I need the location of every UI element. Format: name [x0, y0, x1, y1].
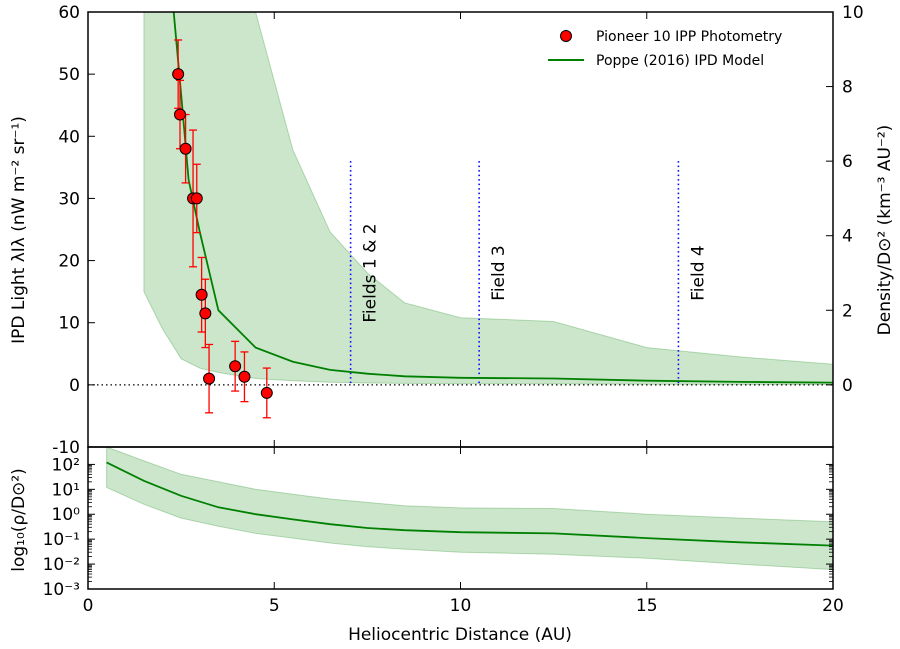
field-marker-label-1: Fields 1 & 2: [361, 223, 381, 322]
y-tick-label-left-0: -10: [52, 438, 80, 458]
x-tick-label-0: 0: [83, 596, 94, 616]
axis-ticks: 0 5 10 15 20 -10 0 10 20 30 40 50 60 0 2 4 6 8 10 10⁻³ 10⁻² 1…: [43, 3, 864, 616]
data-point-1: [172, 68, 185, 81]
y-tick-label-left-1: 0: [69, 376, 80, 396]
y-tick-label-left-3: 20: [58, 252, 80, 272]
y-tick-label-left-2: 10: [58, 314, 80, 334]
y-tick-label-right-2: 4: [842, 227, 853, 247]
data-point-5: [190, 192, 203, 205]
legend-label-photometry: Pioneer 10 IPP Photometry: [596, 29, 782, 45]
photometry-points: [172, 39, 273, 419]
y-axis-label-left: IPD Light λIλ (nW m⁻² sr⁻¹): [9, 116, 29, 344]
y-tick-label-bottom-2: 10⁻¹: [43, 530, 80, 550]
field-marker-label-2: Field 3: [489, 245, 509, 300]
y-axis-label-bottom: log₁₀(ρ/D⊙²): [9, 468, 29, 571]
y-tick-label-left-6: 50: [58, 65, 80, 85]
y-tick-label-bottom-3: 10⁰: [52, 505, 81, 525]
y-axis-label-right: Density/D⊙² (km⁻³ AU⁻²): [875, 125, 895, 336]
log-line-path: [106, 461, 833, 547]
data-point-10: [238, 370, 251, 383]
y-tick-label-right-5: 10: [842, 3, 864, 23]
x-axis-label: Heliocentric Distance (AU): [348, 625, 572, 645]
data-point-8: [203, 372, 216, 385]
field-markers: Fields 1 & 2 Field 3 Field 4: [349, 161, 708, 385]
x-tick-label-1: 5: [269, 596, 280, 616]
log-band-area: [106, 447, 833, 571]
y-tick-label-right-4: 8: [842, 78, 853, 98]
y-tick-label-left-7: 60: [58, 3, 80, 23]
data-point-11: [260, 386, 273, 399]
log-density-band: [106, 447, 833, 571]
field-marker-label-3: Field 4: [688, 245, 708, 300]
y-tick-label-bottom-4: 10¹: [52, 480, 80, 500]
model-band-area: [143, 12, 833, 386]
y-tick-label-right-1: 2: [842, 301, 853, 321]
data-point-9: [229, 360, 242, 373]
y-tick-label-bottom-0: 10⁻³: [43, 580, 80, 600]
y-tick-label-bottom-5: 10²: [52, 455, 80, 475]
model-uncertainty-band: [143, 12, 833, 386]
y-tick-label-right-0: 0: [842, 376, 853, 396]
y-tick-label-left-5: 40: [58, 127, 80, 147]
x-tick-label-4: 20: [822, 596, 844, 616]
log-density-line: [106, 461, 833, 547]
y-tick-label-bottom-1: 10⁻²: [43, 555, 80, 575]
x-tick-label-3: 15: [636, 596, 658, 616]
legend: Pioneer 10 IPP Photometry Poppe (2016) I…: [548, 29, 782, 69]
y-tick-label-right-3: 6: [842, 152, 853, 172]
data-point-6: [195, 288, 208, 301]
data-point-2: [174, 108, 187, 121]
legend-label-model: Poppe (2016) IPD Model: [596, 53, 764, 69]
y-tick-label-left-4: 30: [58, 189, 80, 209]
data-point-7: [199, 307, 212, 320]
legend-marker-photometry: [560, 30, 572, 42]
data-point-3: [179, 142, 192, 155]
x-tick-label-2: 10: [450, 596, 472, 616]
